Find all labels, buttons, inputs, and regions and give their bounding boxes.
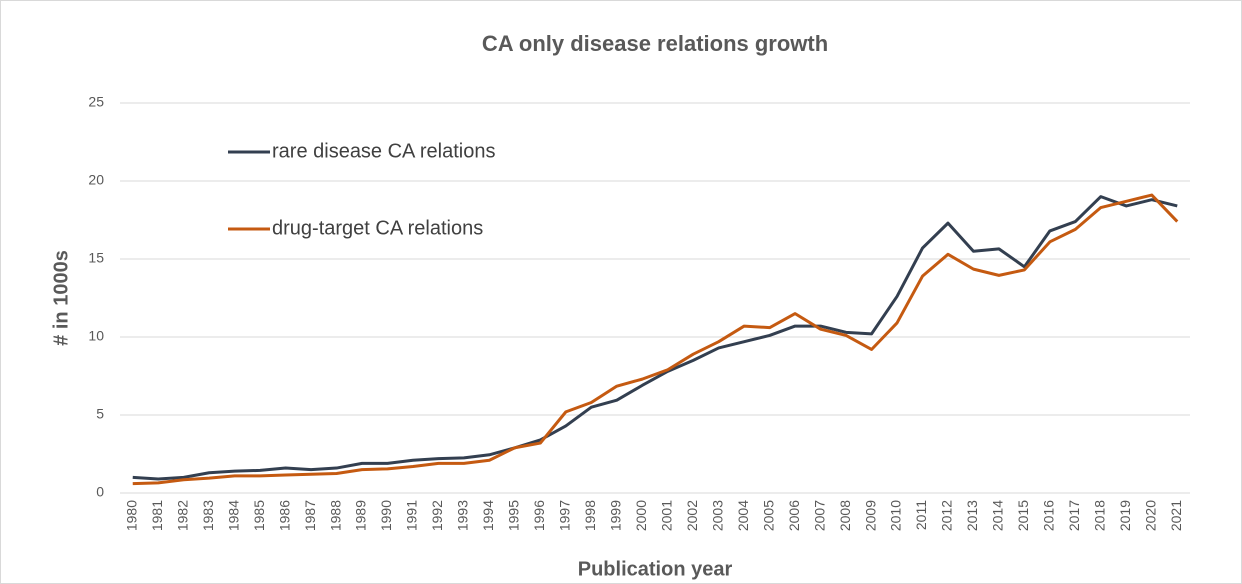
x-axis-title: Publication year [578,558,733,580]
x-tick-label: 2013 [964,500,980,531]
legend-label: rare disease CA relations [272,140,495,162]
x-tick-label: 2017 [1066,500,1082,531]
x-tick-label: 2002 [684,500,700,531]
x-tick-label: 2018 [1092,500,1108,531]
x-tick-label: 2016 [1041,500,1057,531]
y-tick-label: 0 [96,484,104,500]
x-tick-label: 1985 [251,500,267,531]
x-tick-label: 2014 [990,500,1006,531]
x-tick-label: 2010 [888,500,904,531]
x-tick-label: 1996 [531,500,547,531]
x-tick-label: 2021 [1168,500,1184,531]
x-tick-label: 1997 [557,500,573,531]
x-tick-label: 2011 [913,500,929,530]
legend-label: drug-target CA relations [272,217,483,239]
series-line [132,193,1179,486]
x-tick-label: 2005 [760,500,776,531]
y-tick-label: 15 [88,250,104,266]
x-tick-label: 1991 [404,500,420,531]
x-tick-label: 1994 [480,500,496,531]
x-tick-label: 1989 [353,500,369,531]
y-tick-label: 5 [96,406,104,422]
series-line [132,195,1178,481]
x-tick-label: 2009 [862,500,878,531]
x-tick-label: 2019 [1117,500,1133,531]
y-axis-title: # in 1000s [50,250,72,346]
x-tick-label: 1981 [149,500,165,531]
x-tick-label: 2004 [735,500,751,531]
x-tick-label: 1990 [378,500,394,531]
y-tick-label: 10 [88,328,104,344]
x-tick-label: 2001 [658,500,674,531]
x-tick-label: 1995 [506,500,522,531]
x-tick-label: 2015 [1015,500,1031,531]
x-tick-label: 1983 [200,500,216,531]
x-tick-label: 1982 [174,500,190,531]
x-tick-label: 1987 [302,500,318,531]
x-tick-label: 1980 [123,500,139,531]
x-tick-label: 2006 [786,500,802,531]
x-tick-label: 2000 [633,500,649,531]
x-tick-label: 2008 [837,500,853,531]
x-tick-label: 1988 [327,500,343,531]
x-tick-label: 2007 [811,500,827,531]
x-tick-label: 2020 [1142,500,1158,531]
y-tick-label: 20 [88,172,104,188]
x-tick-label: 2003 [709,500,725,531]
x-tick-label: 1992 [429,500,445,531]
chart-title: CA only disease relations growth [482,31,828,56]
x-tick-label: 1999 [607,500,623,531]
y-tick-label: 25 [88,94,104,110]
x-tick-label: 1986 [276,500,292,531]
x-tick-label: 2012 [939,500,955,531]
x-tick-label: 1984 [225,500,241,531]
x-tick-label: 1993 [455,500,471,531]
x-tick-label: 1998 [582,500,598,531]
